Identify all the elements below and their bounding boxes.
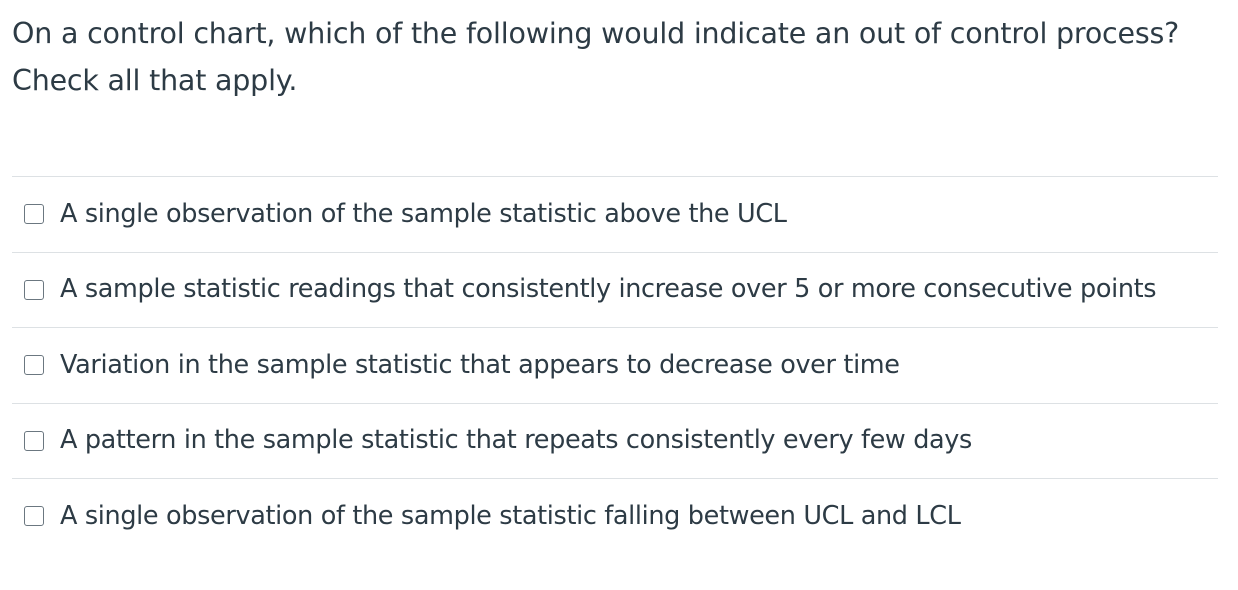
answer-label-2: A sample statistic readings that consist… [60, 274, 1157, 304]
answer-list: A single observation of the sample stati… [12, 176, 1218, 554]
answer-checkbox-4[interactable] [24, 430, 44, 451]
answer-option-4[interactable]: A pattern in the sample statistic that r… [12, 404, 1218, 479]
answer-checkbox-2[interactable] [24, 279, 44, 300]
answer-option-3[interactable]: Variation in the sample statistic that a… [12, 328, 1218, 404]
question-text: On a control chart, which of the followi… [12, 17, 1180, 97]
answer-checkbox-5[interactable] [24, 506, 44, 527]
answer-label-3: Variation in the sample statistic that a… [60, 349, 900, 380]
answer-label-5: A single observation of the sample stati… [60, 500, 961, 531]
answer-option-1[interactable]: A single observation of the sample stati… [12, 177, 1218, 253]
answer-checkbox-1[interactable] [24, 204, 44, 225]
answer-label-4: A pattern in the sample statistic that r… [60, 425, 972, 455]
answer-label-1: A single observation of the sample stati… [60, 198, 787, 229]
answer-option-2[interactable]: A sample statistic readings that consist… [12, 253, 1218, 328]
answer-option-5[interactable]: A single observation of the sample stati… [12, 479, 1218, 554]
answer-checkbox-3[interactable] [24, 355, 44, 376]
